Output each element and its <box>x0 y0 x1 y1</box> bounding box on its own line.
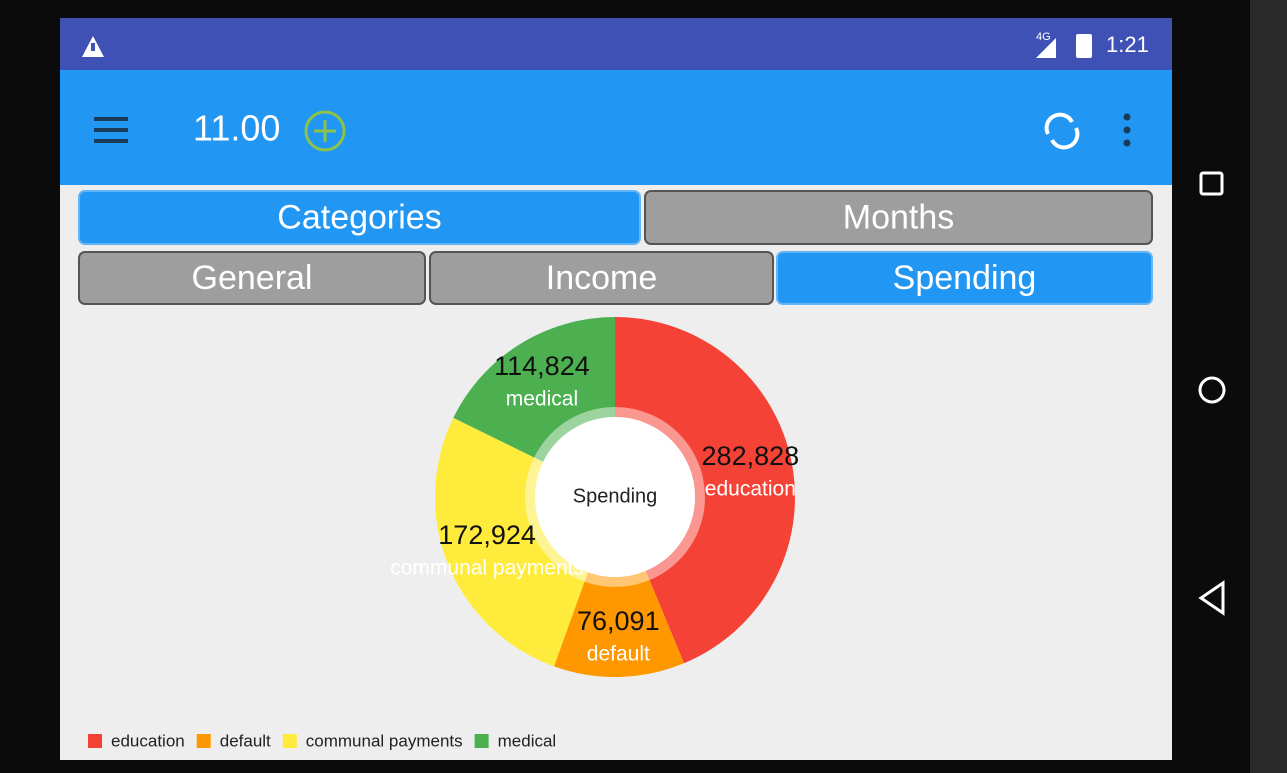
nav-bar <box>1198 171 1226 616</box>
legend-swatch <box>196 734 211 748</box>
legend-label: default <box>220 731 271 750</box>
slice-category-label: medical <box>506 387 578 410</box>
legend-label: medical <box>498 731 557 750</box>
battery-icon <box>1076 34 1092 58</box>
tab[interactable] <box>78 251 426 305</box>
home-button[interactable] <box>1198 376 1226 404</box>
tab[interactable] <box>776 251 1153 305</box>
tab-label: Categories <box>277 198 441 236</box>
tab-label: Months <box>843 198 955 236</box>
slice-value-label: 172,924 <box>438 520 536 550</box>
donut-hole <box>535 417 695 577</box>
slice-value-label: 76,091 <box>577 606 660 636</box>
legend-swatch <box>474 734 489 748</box>
pie-slice <box>615 317 796 664</box>
slice-category-label: education <box>705 478 796 501</box>
menu-button[interactable] <box>94 117 128 143</box>
tab-label: General <box>192 259 313 297</box>
device-edge <box>1250 0 1287 773</box>
sync-button[interactable] <box>1044 112 1080 150</box>
pie-slice <box>553 570 685 678</box>
toolbar <box>60 70 1172 185</box>
tab[interactable] <box>644 190 1153 245</box>
slice-value-label: 114,824 <box>494 351 590 381</box>
status-bar <box>60 18 1172 70</box>
pie-slice <box>453 317 615 462</box>
slice-value-label: 282,828 <box>702 441 800 471</box>
tab[interactable] <box>429 251 774 305</box>
add-button[interactable] <box>304 110 346 152</box>
warning-mark <box>91 43 95 51</box>
slice-category-label: communal payments <box>390 556 584 579</box>
tab[interactable] <box>78 190 641 245</box>
legend-label: education <box>111 731 185 750</box>
clock: 1:21 <box>1106 32 1149 57</box>
network-type: 4G <box>1036 31 1051 43</box>
chart-center-label: Spending <box>573 485 658 507</box>
slice-category-label: default <box>587 643 650 666</box>
tab-label: Spending <box>893 259 1037 297</box>
legend-swatch <box>282 734 297 748</box>
signal-icon <box>1036 38 1056 58</box>
recents-button[interactable] <box>1199 171 1224 196</box>
legend-label: communal payments <box>306 731 463 750</box>
pie-slice <box>434 417 588 667</box>
back-button[interactable] <box>1198 580 1225 616</box>
tab-label: Income <box>546 259 658 297</box>
legend-swatch <box>88 734 102 748</box>
overflow-menu[interactable] <box>1123 113 1131 147</box>
balance: 11.00 <box>193 108 280 149</box>
